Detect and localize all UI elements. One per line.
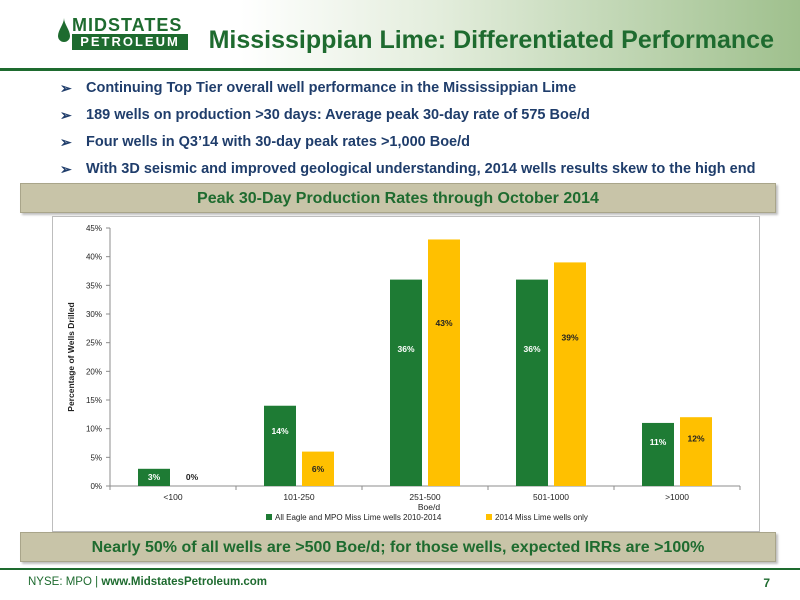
data-label: 14% [271, 426, 288, 436]
page-title: Mississippian Lime: Differentiated Perfo… [208, 26, 774, 54]
data-label: 36% [397, 344, 414, 354]
y-tick-label: 45% [86, 224, 102, 233]
data-label: 6% [312, 464, 325, 474]
legend-swatch [486, 514, 492, 520]
legend-swatch [266, 514, 272, 520]
bullet-item: ➢ 189 wells on production >30 days: Avera… [60, 105, 790, 132]
header-rule [0, 68, 800, 71]
x-axis-title: Boe/d [418, 502, 440, 512]
bar-chart: 0% 5% 10% 15% 20% 25% 30% 35% 40% 45% Percentage o… [66, 224, 741, 522]
data-label: 11% [650, 437, 667, 447]
data-label: 12% [687, 433, 704, 443]
oil-drop-icon [58, 18, 70, 42]
bar-all-wells [138, 468, 170, 486]
bullet-text: Continuing Top Tier overall well perform… [86, 80, 577, 96]
chart-title-banner: Peak 30-Day Production Rates through Oct… [20, 183, 776, 213]
logo-bottom-text: PETROLEUM [72, 34, 188, 50]
company-logo: MIDSTATES PETROLEUM [58, 12, 190, 52]
bullet-item: ➢ Four wells in Q3’14 with 30-day peak ra… [60, 132, 790, 159]
y-tick-label: 30% [86, 310, 102, 319]
data-label: 43% [435, 318, 452, 328]
bullet-text: Four wells in Q3’14 with 30-day peak rat… [86, 134, 471, 150]
logo-top-text: MIDSTATES [72, 15, 183, 35]
x-tick-label: <100 [163, 492, 182, 502]
bar-all-wells [516, 279, 548, 486]
x-tick-label: 501-1000 [533, 492, 569, 502]
arrow-bullet-icon: ➢ [60, 134, 72, 150]
y-tick-label: 25% [86, 339, 102, 348]
bullet-item: ➢ With 3D seismic and improved geological… [60, 159, 790, 186]
bar-2014-wells [680, 417, 712, 486]
y-tick-label: 35% [86, 281, 102, 290]
y-tick-label: 15% [86, 396, 102, 405]
arrow-bullet-icon: ➢ [60, 80, 72, 96]
data-label: 3% [148, 472, 161, 482]
bar-all-wells [642, 422, 674, 486]
legend-label: All Eagle and MPO Miss Lime wells 2010-2… [275, 513, 442, 522]
footer-website-link[interactable]: www.MidstatesPetroleum.com [101, 576, 268, 588]
footer-separator: | [95, 576, 99, 588]
y-tick-label: 0% [90, 482, 102, 491]
bullet-text: With 3D seismic and improved geological … [86, 161, 756, 177]
y-tick-label: 20% [86, 367, 102, 376]
footer-rule [0, 568, 800, 570]
summary-banner: Nearly 50% of all wells are >500 Boe/d; … [20, 532, 776, 562]
data-label: 0% [186, 472, 199, 482]
data-label: 39% [561, 333, 578, 343]
x-tick-label: >1000 [665, 492, 689, 502]
legend-label: 2014 Miss Lime wells only [495, 513, 588, 522]
y-axis-title: Percentage of Wells Drilled [66, 302, 76, 411]
y-tick-label: 10% [86, 425, 102, 434]
footer-ticker: NYSE: MPO [28, 576, 92, 588]
bullet-item: ➢ Continuing Top Tier overall well perfor… [60, 78, 790, 105]
data-label: 36% [523, 344, 540, 354]
bar-all-wells [264, 405, 296, 486]
bar-2014-wells [428, 239, 460, 486]
bullet-text: 189 wells on production >30 days: Averag… [86, 107, 590, 123]
page-number: 7 [763, 576, 770, 590]
footer-text: NYSE: MPO | www.MidstatesPetroleum.com [28, 576, 267, 588]
bar-2014-wells [554, 262, 586, 486]
bar-all-wells [390, 279, 422, 486]
x-tick-label: 101-250 [283, 492, 314, 502]
bar-2014-wells [302, 451, 334, 486]
x-tick-label: 251-500 [409, 492, 440, 502]
arrow-bullet-icon: ➢ [60, 107, 72, 123]
bullet-list: ➢ Continuing Top Tier overall well perfor… [60, 78, 790, 186]
arrow-bullet-icon: ➢ [60, 161, 72, 177]
y-tick-label: 5% [90, 453, 102, 462]
y-tick-label: 40% [86, 253, 102, 262]
